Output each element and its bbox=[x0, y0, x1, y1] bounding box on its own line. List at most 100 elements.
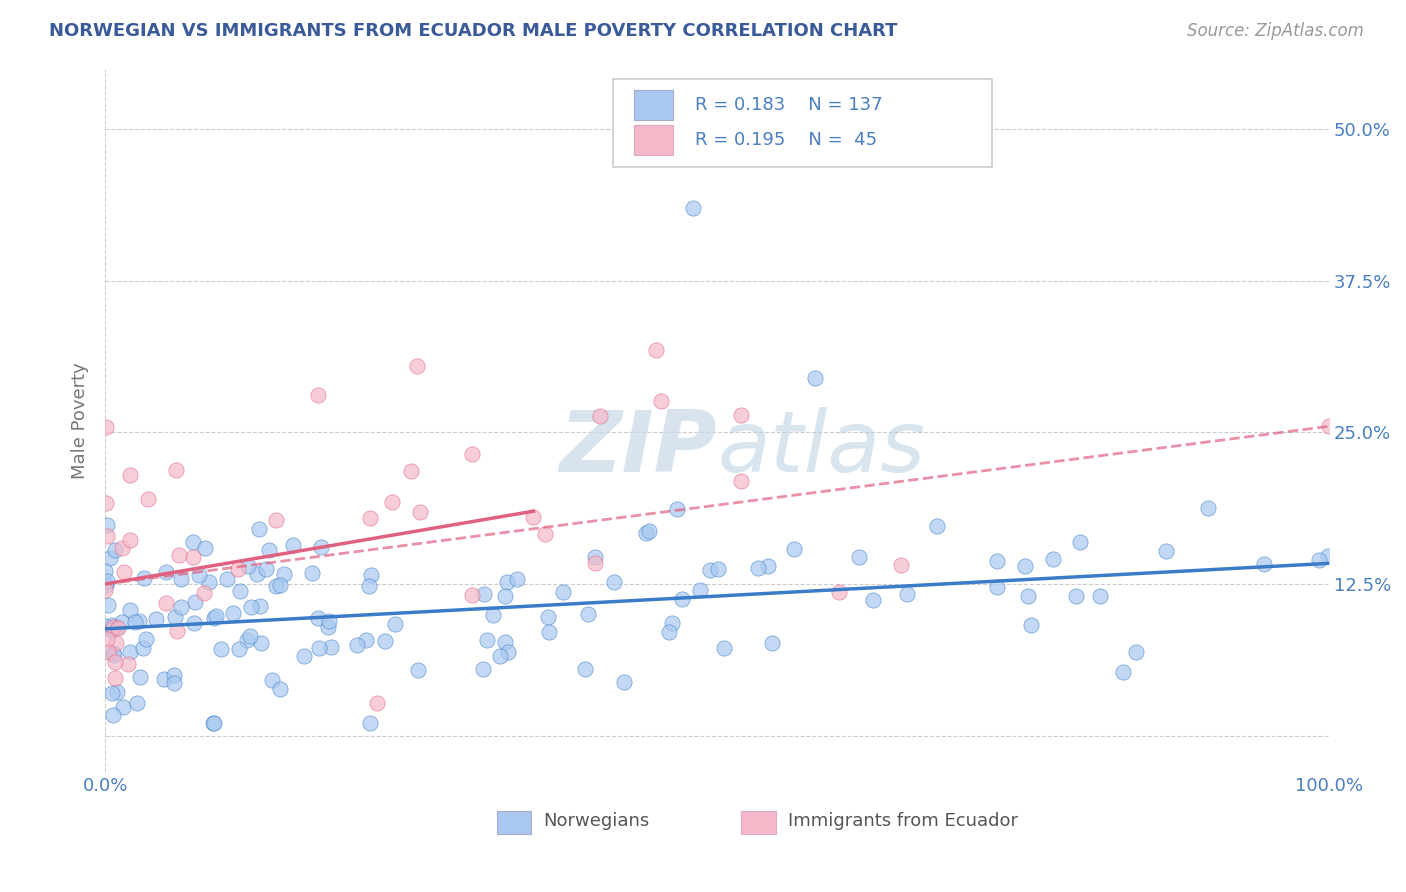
Point bbox=[170, 600, 193, 615]
Point bbox=[804, 371, 827, 385]
Point bbox=[107, 622, 129, 636]
Point bbox=[494, 635, 516, 649]
Point bbox=[246, 566, 269, 581]
Point bbox=[316, 620, 339, 634]
Point bbox=[359, 716, 381, 731]
Point bbox=[247, 522, 270, 536]
Point bbox=[96, 632, 118, 647]
Point bbox=[318, 615, 340, 629]
Point bbox=[301, 566, 323, 580]
Point bbox=[634, 526, 657, 541]
Point bbox=[131, 640, 153, 655]
Text: Immigrants from Ecuador: Immigrants from Ecuador bbox=[787, 813, 1018, 830]
Point bbox=[613, 674, 636, 689]
Point bbox=[269, 681, 291, 696]
Point bbox=[538, 625, 561, 640]
Point bbox=[215, 573, 238, 587]
Point bbox=[120, 645, 142, 659]
Point bbox=[1197, 501, 1219, 516]
Point bbox=[1308, 553, 1330, 567]
Point bbox=[603, 575, 626, 590]
Point bbox=[671, 592, 693, 607]
Point bbox=[104, 543, 127, 558]
Point bbox=[406, 359, 429, 373]
Point bbox=[262, 673, 284, 687]
Point bbox=[112, 565, 135, 579]
Point bbox=[170, 572, 193, 586]
Point bbox=[589, 409, 612, 424]
Point bbox=[986, 554, 1008, 568]
Point bbox=[209, 642, 232, 657]
Point bbox=[309, 540, 332, 554]
Point bbox=[94, 496, 117, 510]
Point bbox=[534, 527, 557, 541]
Point bbox=[101, 618, 124, 632]
Point bbox=[689, 582, 711, 597]
Point bbox=[346, 638, 368, 652]
Point bbox=[307, 388, 329, 402]
Point bbox=[374, 633, 396, 648]
Point bbox=[522, 510, 544, 524]
Point bbox=[134, 571, 156, 585]
Point bbox=[221, 607, 243, 621]
Point bbox=[269, 578, 291, 592]
Point bbox=[1088, 589, 1111, 603]
Point bbox=[475, 633, 498, 648]
Point bbox=[155, 565, 177, 579]
Point bbox=[496, 574, 519, 589]
Point bbox=[201, 716, 224, 731]
Point bbox=[94, 582, 117, 597]
Point bbox=[183, 616, 205, 631]
Point bbox=[96, 529, 118, 543]
Point bbox=[730, 474, 752, 488]
FancyBboxPatch shape bbox=[496, 812, 531, 834]
Point bbox=[128, 615, 150, 629]
Point bbox=[537, 609, 560, 624]
Point bbox=[129, 670, 152, 684]
Point bbox=[356, 633, 378, 648]
Point bbox=[96, 574, 118, 589]
Point bbox=[496, 645, 519, 659]
Point bbox=[165, 463, 187, 477]
Point bbox=[153, 672, 176, 686]
Point bbox=[1253, 557, 1275, 571]
Text: Norwegians: Norwegians bbox=[543, 813, 650, 830]
Point bbox=[97, 598, 120, 612]
Point bbox=[489, 649, 512, 664]
Point bbox=[862, 593, 884, 607]
Point bbox=[135, 632, 157, 646]
Point bbox=[482, 607, 505, 622]
Point bbox=[127, 696, 149, 710]
Point bbox=[187, 568, 209, 582]
Point bbox=[307, 611, 329, 625]
Point bbox=[319, 640, 342, 655]
Point bbox=[184, 595, 207, 609]
Point bbox=[699, 563, 721, 577]
Point bbox=[461, 588, 484, 602]
Point bbox=[198, 574, 221, 589]
Point bbox=[238, 558, 260, 573]
Point bbox=[865, 116, 887, 130]
Point bbox=[111, 541, 134, 555]
Point bbox=[1156, 543, 1178, 558]
Point bbox=[120, 533, 142, 548]
Point bbox=[155, 596, 177, 610]
Point bbox=[1064, 589, 1087, 603]
Point bbox=[408, 505, 430, 519]
Point bbox=[1316, 549, 1339, 564]
Point bbox=[1014, 558, 1036, 573]
Point bbox=[101, 686, 124, 700]
Point bbox=[308, 640, 330, 655]
Point bbox=[117, 657, 139, 672]
Point bbox=[637, 524, 659, 538]
Point bbox=[896, 587, 918, 601]
Text: R = 0.195    N =  45: R = 0.195 N = 45 bbox=[695, 131, 877, 149]
Point bbox=[650, 393, 672, 408]
Point bbox=[254, 562, 277, 576]
Point bbox=[283, 538, 305, 552]
Point bbox=[94, 619, 117, 633]
Point bbox=[98, 550, 121, 565]
Point bbox=[249, 599, 271, 613]
Point bbox=[506, 572, 529, 586]
Point bbox=[576, 607, 599, 621]
